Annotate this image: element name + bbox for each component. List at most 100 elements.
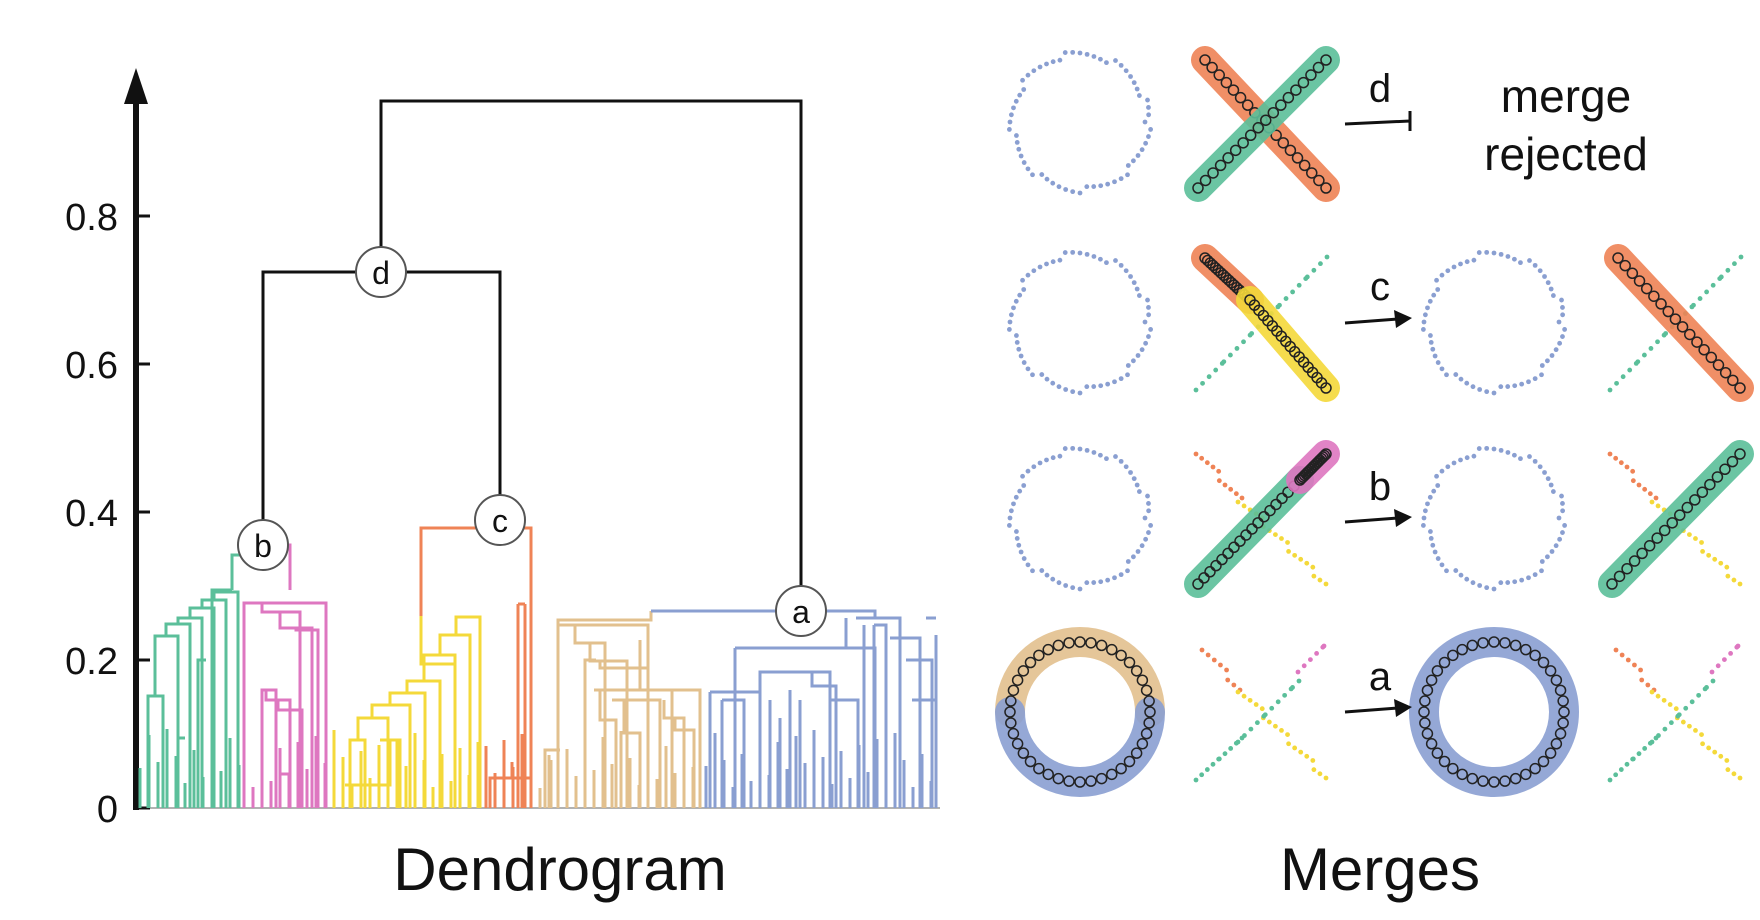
ring-point bbox=[1104, 260, 1109, 266]
cluster-point bbox=[1234, 91, 1247, 104]
ring-point bbox=[1006, 523, 1012, 528]
line-point bbox=[1614, 380, 1619, 386]
line-point bbox=[1225, 677, 1231, 683]
ring-point bbox=[1434, 277, 1439, 283]
merge-row-c-plots bbox=[1006, 244, 1754, 402]
ring-point bbox=[1044, 61, 1049, 67]
ring-point bbox=[1128, 74, 1133, 79]
node-d: d bbox=[355, 246, 407, 298]
line-point bbox=[1193, 387, 1199, 393]
ring-point bbox=[1512, 383, 1518, 389]
line-point bbox=[1661, 697, 1667, 703]
ring-point bbox=[1545, 476, 1551, 482]
ring-point bbox=[1431, 292, 1437, 298]
ring-point bbox=[1123, 464, 1129, 470]
line-point bbox=[1199, 647, 1205, 653]
cluster-point bbox=[1636, 547, 1648, 560]
cluster-point bbox=[1438, 755, 1451, 768]
merge-label-a: a bbox=[1369, 655, 1392, 699]
cluster-point bbox=[1204, 566, 1216, 578]
line-point bbox=[1204, 460, 1210, 466]
ring-point bbox=[1125, 559, 1131, 564]
ring-point bbox=[1057, 257, 1063, 263]
ring-point bbox=[1011, 105, 1016, 111]
merge-row-a-plots bbox=[995, 626, 1743, 797]
cluster-point bbox=[1234, 535, 1246, 547]
cluster-point bbox=[1684, 328, 1696, 341]
cluster-point bbox=[1207, 167, 1219, 179]
ring-point bbox=[1130, 358, 1136, 364]
line-point bbox=[1285, 732, 1290, 737]
ring-point bbox=[1560, 501, 1565, 506]
cluster-point bbox=[1291, 152, 1304, 164]
ring-point bbox=[1464, 380, 1470, 386]
cluster-point bbox=[1095, 772, 1108, 785]
line-point bbox=[1649, 739, 1655, 745]
line-point bbox=[1253, 702, 1259, 707]
line-point bbox=[1700, 549, 1705, 554]
line-point bbox=[1718, 753, 1724, 759]
line-point bbox=[1222, 482, 1228, 488]
ring-point bbox=[1131, 476, 1137, 482]
ring-point bbox=[1021, 360, 1027, 365]
line-point bbox=[1210, 761, 1216, 767]
cluster-point bbox=[1320, 448, 1332, 460]
line-point bbox=[1693, 536, 1698, 541]
cluster-point bbox=[1419, 695, 1431, 707]
line-point bbox=[1227, 352, 1233, 358]
ring-point bbox=[1084, 447, 1090, 453]
ring-point bbox=[1062, 50, 1068, 55]
ring-point bbox=[1532, 262, 1538, 268]
cluster-point bbox=[1216, 553, 1228, 566]
cluster-point bbox=[1681, 501, 1694, 514]
line-point bbox=[1668, 720, 1674, 726]
ring-point bbox=[1091, 54, 1097, 59]
dendrogram-leaves bbox=[138, 729, 933, 808]
cluster-point bbox=[1297, 76, 1310, 89]
ring-point bbox=[1077, 390, 1083, 396]
line-point bbox=[1724, 758, 1730, 763]
cluster-point bbox=[1676, 321, 1689, 333]
cluster-point bbox=[1298, 159, 1311, 172]
ring-point bbox=[1425, 305, 1430, 311]
cluster-point bbox=[1554, 684, 1567, 697]
merge-row-a: a bbox=[1344, 655, 1412, 717]
highlight-cluster bbox=[1236, 286, 1340, 402]
cluster-point bbox=[1192, 578, 1204, 590]
merge-row-d-plots bbox=[1006, 46, 1340, 202]
ring-point bbox=[1134, 286, 1140, 292]
line-point bbox=[1311, 573, 1317, 579]
cluster-point bbox=[1136, 738, 1149, 750]
cluster-point bbox=[1244, 129, 1257, 142]
cluster-point bbox=[1456, 768, 1468, 781]
ring-point bbox=[1091, 384, 1097, 389]
line-point bbox=[1199, 772, 1205, 778]
line-point bbox=[1647, 491, 1653, 497]
cluster-point bbox=[1529, 649, 1541, 662]
cluster-point bbox=[1063, 637, 1075, 649]
ring-point bbox=[1077, 446, 1083, 452]
ring-point bbox=[1014, 333, 1019, 338]
line-point bbox=[1279, 728, 1284, 733]
line-point bbox=[1292, 552, 1298, 558]
line-point bbox=[1222, 751, 1228, 757]
ring-point bbox=[1532, 572, 1538, 578]
line-point bbox=[1718, 560, 1724, 566]
line-point bbox=[1317, 771, 1323, 777]
ring-point bbox=[1560, 305, 1565, 310]
ring-point bbox=[1476, 250, 1482, 255]
ring-point bbox=[1464, 259, 1470, 265]
line-point bbox=[1697, 296, 1703, 301]
line-point bbox=[1706, 745, 1712, 751]
cluster-point bbox=[1252, 122, 1264, 134]
ring-point bbox=[1422, 508, 1428, 514]
ring-point bbox=[1553, 347, 1559, 353]
line-point bbox=[1737, 581, 1743, 587]
line-point bbox=[1696, 692, 1702, 698]
ring-point bbox=[1432, 549, 1438, 555]
cluster-point bbox=[1419, 717, 1431, 729]
cluster-point bbox=[1210, 559, 1222, 572]
line-point bbox=[1295, 669, 1301, 675]
cluster-point bbox=[1651, 532, 1663, 544]
blue-cluster-branches bbox=[651, 609, 938, 808]
